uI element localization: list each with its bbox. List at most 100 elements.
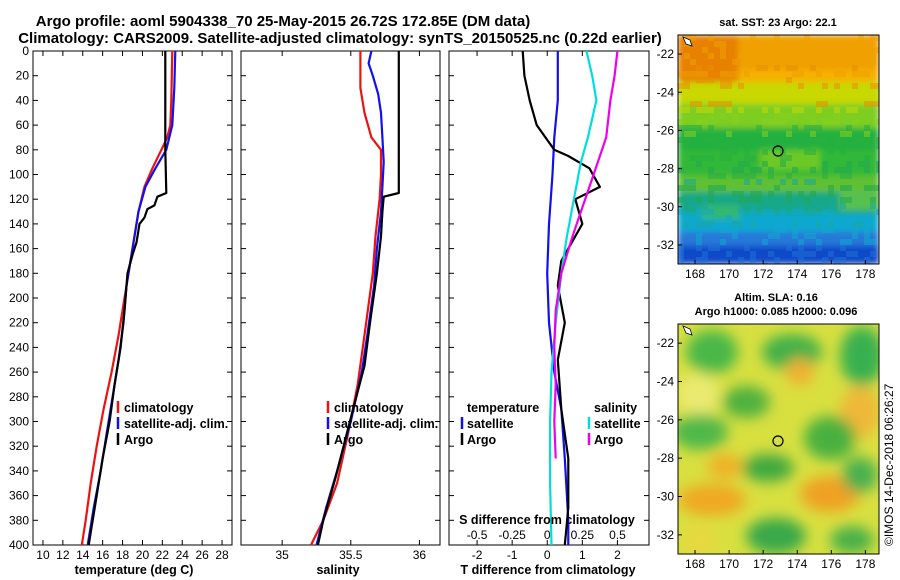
sst-map-title: sat. SST: 23 Argo: 22.1 [719,17,837,29]
sst-pixel [834,119,840,125]
sst-map-field [678,35,879,264]
sst-pixel [840,71,846,77]
sst-map-axes: 168 170 172 174 176 178 -22 -24 -26 -28 -30 -32 [657,47,876,281]
sst-pixel [852,233,858,239]
sst-pixel [834,53,840,59]
sst-pixel [780,161,786,167]
sst-pixel [840,173,846,179]
sst-pixel [762,161,768,167]
sst-pixel [732,173,738,179]
sst-pixel [750,221,756,227]
sst-pixel [834,143,840,149]
sst-pixel [720,41,726,47]
depth-tick-label: 100 [9,168,29,182]
sst-pixel [720,83,726,89]
sst-pixel [822,161,828,167]
sst-pixel [708,185,714,191]
sst-pixel [738,95,744,101]
sst-pixel [708,167,714,173]
sst-pixel [708,35,714,41]
legend-climatology-label: climatology [124,401,194,415]
sst-pixel [726,215,732,221]
x-tick-label: 22 [156,548,170,562]
sst-pixel [720,149,726,155]
sst-pixel [708,155,714,161]
sst-pixel [786,155,792,161]
sst-pixel [696,209,702,215]
sst-pixel [768,47,774,53]
sst-pixel [822,41,828,47]
sst-pixel [876,89,879,95]
sst-pixel [822,173,828,179]
sst-pixel [738,89,744,95]
series-s-argo [553,50,619,459]
sst-pixel [810,53,816,59]
sst-pixel [804,179,810,185]
sst-pixel [678,71,684,77]
sst-pixel [846,125,852,131]
legend-satellite-label: satellite-adj. clim. [124,417,228,431]
sst-pixel [864,101,870,107]
sst-pixel [726,143,732,149]
sst-pixel [864,71,870,77]
salinity-legend: climatology satellite-adj. clim. Argo [326,401,438,447]
title-line-2: Climatology: CARS2009. Satellite-adjuste… [18,30,662,47]
sst-pixel [684,137,690,143]
sst-pixel [738,53,744,59]
sst-pixel [708,107,714,113]
sst-pixel [732,59,738,65]
sst-pixel [768,41,774,47]
sst-pixel [870,89,876,95]
sst-pixel [738,83,744,89]
sst-pixel [864,143,870,149]
sst-pixel [684,89,690,95]
sst-pixel [804,41,810,47]
sst-pixel [756,41,762,47]
sst-pixel [876,119,879,125]
x-tick-label: 28 [215,548,229,562]
map-x-tick-label: 174 [787,267,807,281]
sst-pixel [750,257,756,263]
sst-pixel [840,185,846,191]
depth-tick-label: 280 [9,390,29,404]
sst-pixel [708,245,714,251]
sst-pixel [840,167,846,173]
sst-pixel [684,131,690,137]
s-diff-tick-label: 0 [544,528,551,542]
sst-pixel [840,95,846,101]
depth-tick-label: 0 [22,44,29,58]
map-x-tick-label: 172 [753,557,773,571]
sst-pixel [876,95,879,101]
map-x-tick-label: 176 [821,267,841,281]
sst-pixel [768,251,774,257]
sst-pixel [786,113,792,119]
sst-pixel [858,89,864,95]
sst-pixel [864,215,870,221]
s-diff-tick-label: 0.5 [609,528,626,542]
map-y-tick-label: -30 [657,490,675,504]
sst-pixel [690,35,696,41]
sst-pixel [828,185,834,191]
sst-pixel [828,119,834,125]
difference-plot: -2 -1 0 1 2 -0.5 -0.25 0 0.25 0.5 [467,50,626,562]
sst-map-frame [677,34,880,265]
sst-pixel [864,257,870,263]
sst-pixel [816,239,822,245]
s-diff-tick-label: -0.5 [467,528,488,542]
sst-pixel [792,209,798,215]
legend-argo-label: Argo [334,433,364,447]
sst-pixel [708,221,714,227]
sst-pixel [684,215,690,221]
sst-pixel [780,227,786,233]
sst-pixel [822,101,828,107]
sst-pixel [744,245,750,251]
sst-pixel [762,65,768,71]
sst-pixel [840,149,846,155]
sst-pixel [852,221,858,227]
map-y-tick-label: -24 [657,375,675,389]
sst-pixel [810,191,816,197]
sst-pixel [798,239,804,245]
sst-pixel [852,107,858,113]
x-tick-label: 24 [176,548,190,562]
